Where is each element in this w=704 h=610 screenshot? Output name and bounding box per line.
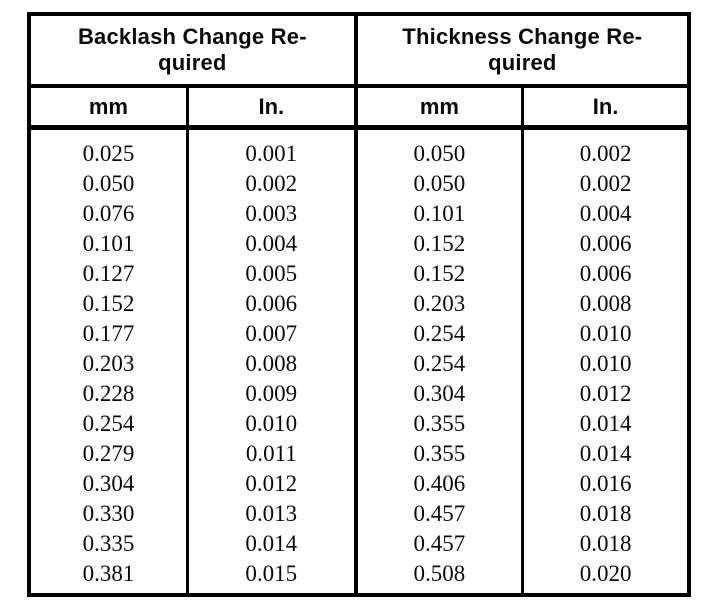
table-cell: 0.006: [185, 289, 356, 319]
table-cell: 0.152: [353, 259, 523, 289]
table-row: 0.228 0.009 0.304 0.012: [29, 379, 689, 409]
table-cell: 0.381: [82, 561, 135, 586]
table-cell: 0.355: [353, 439, 523, 469]
table-cell: 0.050: [353, 127, 523, 169]
table-cell: 0.101: [353, 199, 523, 229]
table-cell: 0.014: [521, 439, 689, 469]
table-cell: 0.018: [521, 499, 689, 529]
table-cell: 0.001: [185, 127, 356, 169]
table-row: 0.076 0.003 0.101 0.004: [29, 199, 689, 229]
table-cell: 0.330: [82, 501, 135, 526]
table-cell: 0.002: [521, 127, 689, 169]
group-header-backlash: Backlash Change Re- quired: [29, 14, 356, 88]
table-cell: 0.012: [185, 469, 356, 499]
table-cell: 0.152: [353, 229, 523, 259]
table-cell: 0.011: [185, 439, 356, 469]
table-cell: 0.014: [521, 409, 689, 439]
table-cell: 0.015: [185, 559, 356, 595]
table-cell: 0.008: [185, 349, 356, 379]
column-header-backlash-mm: mm: [29, 86, 188, 130]
table-cell: 0.355: [353, 409, 523, 439]
table-cell: 0.002: [185, 169, 356, 199]
group-header-thickness: Thickness Change Re- quired: [353, 14, 689, 88]
table-cell: 0.228: [82, 381, 135, 406]
table-row: 0.254 0.010 0.355 0.014: [29, 409, 689, 439]
table-cell: 0.006: [521, 259, 689, 289]
table-cell: 0.002: [521, 169, 689, 199]
table-cell: 0.003: [185, 199, 356, 229]
column-header-thickness-mm: mm: [353, 86, 523, 130]
table-cell: 0.406: [353, 469, 523, 499]
table-row: 0.304 0.012 0.406 0.016: [29, 469, 689, 499]
table-body: 0.025 0.001 0.050 0.002 0.050 0.002 0.050 0.002…: [29, 127, 689, 595]
table-cell: 0.009: [185, 379, 356, 409]
table-cell: 0.010: [521, 349, 689, 379]
table-row: 0.050 0.002 0.050 0.002: [29, 169, 689, 199]
table-cell: 0.010: [521, 319, 689, 349]
backlash-thickness-table: Backlash Change Re- quired Thickness Cha…: [27, 12, 691, 597]
table-cell: 0.152: [82, 291, 135, 316]
table-cell: 0.020: [521, 559, 689, 595]
table-row: 0.127 0.005 0.152 0.006: [29, 259, 689, 289]
table-cell: 0.050: [82, 171, 135, 196]
table-row: 0.203 0.008 0.254 0.010: [29, 349, 689, 379]
table-cell: 0.203: [353, 289, 523, 319]
table-cell: 0.006: [521, 229, 689, 259]
table-cell: 0.004: [185, 229, 356, 259]
table-cell: 0.177: [82, 321, 135, 346]
table-cell: 0.018: [521, 529, 689, 559]
table-cell: 0.127: [82, 261, 135, 286]
column-header-thickness-in: In.: [521, 86, 689, 130]
table-cell: 0.013: [185, 499, 356, 529]
table-cell: 0.004: [521, 199, 689, 229]
table-cell: 0.279: [82, 441, 135, 466]
column-header-backlash-in: In.: [185, 86, 356, 130]
group-header-row: Backlash Change Re- quired Thickness Cha…: [29, 14, 689, 88]
table-cell: 0.010: [185, 409, 356, 439]
table-cell: 0.203: [82, 351, 135, 376]
table-row: 0.335 0.014 0.457 0.018: [29, 529, 689, 559]
table-cell: 0.076: [82, 201, 135, 226]
table-cell: 0.335: [82, 531, 135, 556]
table-cell: 0.014: [185, 529, 356, 559]
table-row: 0.152 0.006 0.203 0.008: [29, 289, 689, 319]
table-cell: 0.508: [353, 559, 523, 595]
table-cell: 0.457: [353, 499, 523, 529]
table-cell: 0.101: [82, 231, 135, 256]
table-cell: 0.050: [353, 169, 523, 199]
table-cell: 0.005: [185, 259, 356, 289]
table-cell: 0.007: [185, 319, 356, 349]
table-cell: 0.025: [82, 141, 135, 166]
table-cell: 0.012: [521, 379, 689, 409]
table-cell: 0.304: [82, 471, 135, 496]
table-cell: 0.254: [82, 411, 135, 436]
table-cell: 0.304: [353, 379, 523, 409]
table-row: 0.101 0.004 0.152 0.006: [29, 229, 689, 259]
table-cell: 0.008: [521, 289, 689, 319]
table-row: 0.279 0.011 0.355 0.014: [29, 439, 689, 469]
table-cell: 0.254: [353, 319, 523, 349]
table-row: 0.330 0.013 0.457 0.018: [29, 499, 689, 529]
unit-header-row: mm In. mm In.: [29, 86, 689, 130]
table-cell: 0.254: [353, 349, 523, 379]
table-row: 0.381 0.015 0.508 0.020: [29, 559, 689, 595]
table-cell: 0.457: [353, 529, 523, 559]
table-row: 0.025 0.001 0.050 0.002: [29, 127, 689, 169]
table-cell: 0.016: [521, 469, 689, 499]
table-row: 0.177 0.007 0.254 0.010: [29, 319, 689, 349]
